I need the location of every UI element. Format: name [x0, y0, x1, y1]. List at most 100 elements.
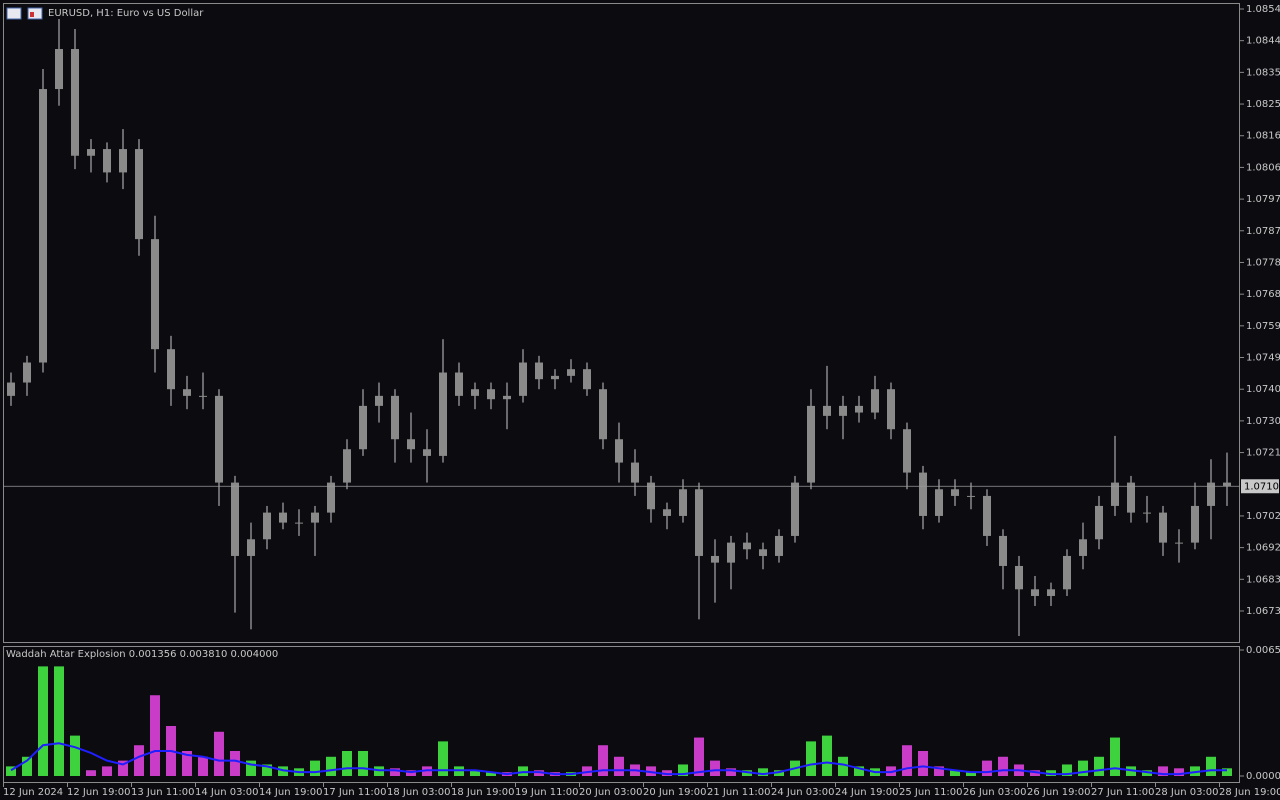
candle-body	[599, 389, 607, 440]
histogram-bar	[470, 770, 480, 776]
histogram-bar	[22, 756, 32, 776]
x-tick-label: 12 Jun 2024	[3, 787, 63, 798]
x-tick-label: 20 Jun 03:00	[579, 787, 643, 798]
y-tick-label: 1.06925	[1246, 543, 1280, 554]
x-tick-label: 28 Jun 03:00	[1155, 787, 1219, 798]
candle-body	[439, 372, 447, 456]
x-tick-label: 14 Jun 03:00	[195, 787, 259, 798]
histogram-bar	[838, 756, 848, 776]
y-tick-label: 0.006552	[1246, 645, 1280, 656]
candle-body	[1143, 512, 1151, 514]
candle-body	[311, 512, 319, 523]
line	[10, 742, 1227, 776]
histogram-bar	[806, 741, 816, 776]
histogram-bar	[1158, 766, 1168, 776]
icon	[27, 7, 43, 20]
candle-body	[935, 489, 943, 516]
histogram-bar	[230, 751, 240, 776]
y-tick-label: 1.07780	[1246, 257, 1280, 268]
indicator-frame	[3, 646, 1240, 783]
x-tick-label: 24 Jun 19:00	[835, 787, 899, 798]
x-tick-label: 27 Jun 11:00	[1091, 787, 1155, 798]
candle-body	[423, 449, 431, 456]
y-tick-label: 1.07305	[1246, 416, 1280, 427]
last-price-label: 1.07109	[1244, 481, 1280, 492]
histogram-bar	[390, 768, 400, 776]
candle-body	[1127, 482, 1135, 513]
histogram-bar	[1222, 768, 1232, 776]
histogram-bar	[1110, 737, 1120, 776]
candle-body	[567, 369, 575, 376]
histogram-bar	[614, 756, 624, 776]
candle-body	[551, 375, 559, 380]
x-tick-label: 26 Jun 19:00	[1027, 787, 1091, 798]
candle-body	[855, 405, 863, 413]
histogram-bar	[678, 764, 688, 776]
candle-body	[535, 362, 543, 380]
histogram-bar	[1094, 756, 1104, 776]
candle-body	[247, 539, 255, 556]
y-tick-label: 1.08255	[1246, 99, 1280, 110]
y-tick-label: 1.07495	[1246, 353, 1280, 364]
x-tick-label: 18 Jun 03:00	[387, 787, 451, 798]
y-tick-label: 1.07210	[1246, 448, 1280, 459]
candle-body	[695, 489, 703, 556]
x-tick-label: 12 Jun 19:00	[67, 787, 131, 798]
candle-body	[151, 239, 159, 350]
last-price-box	[1241, 479, 1279, 494]
y-tick-label: 1.07590	[1246, 321, 1280, 332]
histogram-bar	[246, 760, 256, 776]
candle-body	[919, 472, 927, 516]
candle-body	[199, 395, 207, 397]
candle-body	[343, 449, 351, 483]
candle-body	[823, 405, 831, 416]
x-tick-label: 13 Jun 11:00	[131, 787, 195, 798]
candle-body	[215, 395, 223, 483]
histogram-bar	[70, 735, 80, 776]
histogram-bar	[198, 756, 208, 776]
candle-body	[135, 149, 143, 240]
histogram-bar	[966, 772, 976, 776]
candle-body	[487, 389, 495, 400]
candle-body	[999, 535, 1007, 566]
y-tick-label: 1.07970	[1246, 194, 1280, 205]
x-tick-label: 18 Jun 19:00	[451, 787, 515, 798]
candle-body	[887, 389, 895, 430]
x-tick-label: 17 Jun 11:00	[323, 787, 387, 798]
histogram-bar	[1174, 768, 1184, 776]
candle-body	[1159, 512, 1167, 543]
histogram-bar	[6, 766, 16, 776]
y-tick-label: 1.08540	[1246, 4, 1280, 15]
candle-body	[1095, 505, 1103, 540]
chart-title: EURUSD, H1: Euro vs US Dollar	[48, 8, 204, 19]
candle-body	[119, 149, 127, 173]
histogram-bar	[118, 760, 128, 776]
y-tick-label: 1.08065	[1246, 162, 1280, 173]
histogram-bar	[214, 731, 224, 776]
histogram-bar	[342, 751, 352, 776]
x-tick-label: 14 Jun 19:00	[259, 787, 323, 798]
candle-body	[279, 512, 287, 523]
candle-body	[1111, 482, 1119, 506]
candle-body	[1191, 505, 1199, 543]
main-frame	[3, 3, 1240, 643]
candle-body	[359, 405, 367, 450]
candle-body	[759, 549, 767, 556]
x-tick-label: 25 Jun 11:00	[899, 787, 963, 798]
candle-body	[583, 369, 591, 390]
candle-body	[903, 429, 911, 473]
candle-body	[23, 362, 31, 383]
x-tick-label: 19 Jun 11:00	[515, 787, 579, 798]
icon	[6, 7, 22, 20]
histogram-bar	[982, 760, 992, 776]
candle-body	[791, 482, 799, 536]
candle-body	[7, 382, 15, 396]
candle-body	[1079, 539, 1087, 556]
candle-body	[503, 395, 511, 400]
histogram-bar	[710, 760, 720, 776]
histogram-bar	[918, 751, 928, 776]
candle-body	[167, 349, 175, 390]
indicator-title: Waddah Attar Explosion 0.001356 0.003810…	[6, 649, 278, 660]
candle-body	[951, 489, 959, 496]
